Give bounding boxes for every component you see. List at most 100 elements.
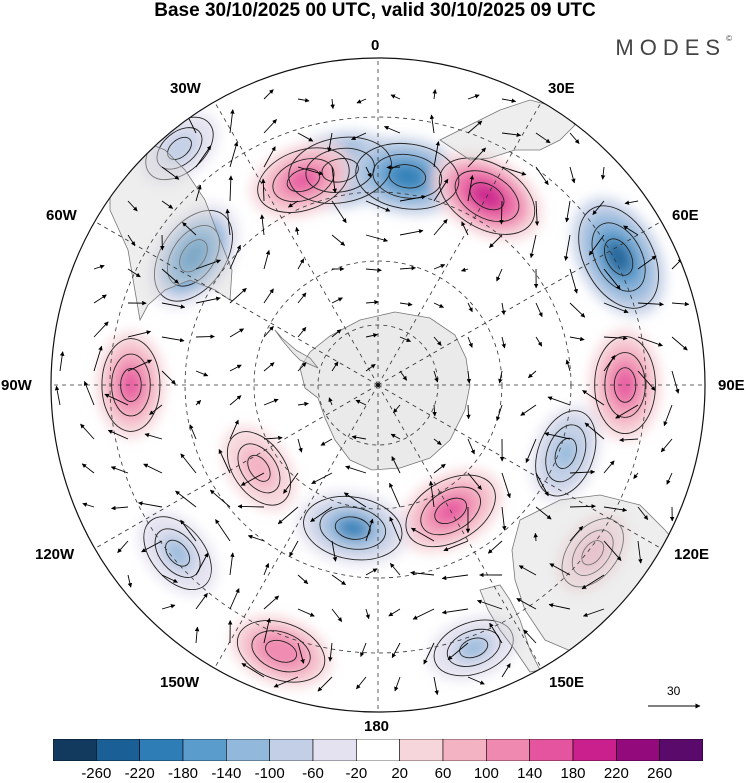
colorbar-tick-label: -20 bbox=[345, 765, 368, 782]
wind-arrow bbox=[331, 574, 346, 586]
wind-arrow bbox=[240, 472, 265, 486]
wind-arrow bbox=[399, 301, 413, 307]
wind-arrow bbox=[297, 608, 315, 617]
contour-line bbox=[554, 437, 577, 469]
meridian-line bbox=[377, 221, 662, 386]
wind-arrow bbox=[467, 174, 475, 202]
wind-arrow bbox=[127, 330, 152, 338]
wind-arrow bbox=[311, 472, 333, 485]
wind-arrow bbox=[263, 288, 274, 304]
wind-arrow bbox=[412, 608, 435, 620]
colorbar-tick-label: 100 bbox=[473, 765, 499, 782]
wind-arrow bbox=[637, 301, 664, 307]
wind-arrow bbox=[441, 574, 469, 581]
wind-arrow bbox=[501, 336, 506, 349]
wind-arrow bbox=[297, 642, 305, 664]
wind-arrow bbox=[461, 221, 469, 236]
wind-arrow bbox=[637, 370, 656, 391]
wind-arrow bbox=[225, 208, 231, 236]
wind-arrow bbox=[161, 336, 185, 343]
wind-arrow bbox=[535, 302, 543, 318]
wind-arrow bbox=[569, 132, 580, 144]
wind-arrow bbox=[355, 399, 367, 406]
wind-arrow bbox=[433, 178, 449, 202]
wind-arrow bbox=[496, 268, 503, 282]
wind-arrow bbox=[261, 178, 266, 202]
wind-arrow bbox=[660, 438, 673, 453]
wind-arrow bbox=[467, 336, 473, 348]
wind-arrow bbox=[331, 200, 347, 224]
wind-arrow bbox=[569, 302, 586, 318]
colorbar-swatch bbox=[96, 739, 140, 761]
wind-arrow bbox=[289, 540, 299, 557]
wind-arrow bbox=[127, 200, 138, 212]
wind-arrow bbox=[588, 234, 605, 256]
wind-arrow bbox=[671, 370, 680, 394]
contour-line bbox=[288, 136, 392, 204]
colorbar-tick-label: 140 bbox=[517, 765, 543, 782]
wind-arrow bbox=[283, 472, 299, 494]
colorbar-swatch bbox=[182, 739, 227, 761]
wind-arrow bbox=[93, 321, 109, 338]
wind-arrow bbox=[195, 370, 209, 377]
wind-arrow bbox=[107, 429, 129, 440]
colorbar-tick-label: 180 bbox=[560, 765, 586, 782]
wind-arrow bbox=[360, 642, 367, 658]
wind-arrow bbox=[523, 629, 537, 644]
wind-arrow bbox=[501, 132, 522, 138]
colorbar-swatch bbox=[572, 739, 617, 761]
wind-arrow bbox=[189, 424, 197, 440]
wind-arrow bbox=[138, 501, 163, 508]
wind-arrow bbox=[351, 132, 367, 141]
colorbar-tick-label: -180 bbox=[167, 765, 199, 782]
wind-arrow bbox=[93, 345, 103, 372]
wind-arrow bbox=[229, 419, 239, 440]
wind-arrow bbox=[592, 200, 605, 215]
contour-set bbox=[303, 495, 403, 561]
wind-arrow bbox=[498, 370, 503, 384]
contour-line bbox=[237, 443, 281, 494]
wind-arrow bbox=[433, 370, 439, 383]
colorbar-tick-label: -260 bbox=[81, 765, 112, 782]
wind-arrow bbox=[433, 140, 441, 168]
wind-arrow bbox=[520, 404, 537, 416]
contour-line bbox=[265, 639, 298, 663]
wind-arrow bbox=[365, 608, 370, 620]
wind-arrow bbox=[501, 302, 506, 316]
wind-arrow bbox=[533, 532, 538, 542]
wind-arrow bbox=[195, 259, 221, 270]
wind-arrow bbox=[229, 588, 240, 610]
meridian-line bbox=[94, 221, 379, 386]
anomaly-center bbox=[250, 142, 357, 219]
wind-arrow bbox=[365, 234, 389, 243]
wind-arrow bbox=[516, 598, 537, 610]
south-pole-marker bbox=[376, 383, 380, 387]
wind-arrow bbox=[175, 490, 197, 508]
contour-line bbox=[236, 620, 326, 683]
wind-arrow bbox=[501, 166, 527, 176]
wind-arrow bbox=[467, 302, 473, 313]
wind-arrow bbox=[241, 662, 265, 678]
wind-arrow bbox=[297, 326, 307, 338]
wind-arrow bbox=[54, 385, 61, 406]
africa-land bbox=[439, 99, 576, 161]
meridian-line bbox=[377, 384, 662, 549]
wind-arrow bbox=[535, 336, 543, 347]
wind-arrow bbox=[317, 676, 333, 692]
lon-label-60e: 60E bbox=[672, 207, 699, 224]
wind-arrow bbox=[603, 540, 622, 561]
colorbar-tick-label: 260 bbox=[647, 765, 673, 782]
colorbar-swatch bbox=[226, 739, 270, 761]
wind-arrow bbox=[547, 396, 571, 406]
contour-line bbox=[561, 518, 624, 588]
wind-arrow bbox=[297, 401, 309, 407]
wind-arrow bbox=[582, 389, 605, 406]
wind-arrow bbox=[194, 626, 200, 644]
contour-set bbox=[535, 410, 597, 497]
wind-arrow bbox=[467, 676, 485, 685]
wind-arrow bbox=[477, 599, 503, 610]
wind-arrow bbox=[584, 422, 605, 440]
contour-line bbox=[251, 630, 311, 673]
meridian-line bbox=[214, 101, 379, 386]
wind-arrow bbox=[564, 200, 571, 223]
